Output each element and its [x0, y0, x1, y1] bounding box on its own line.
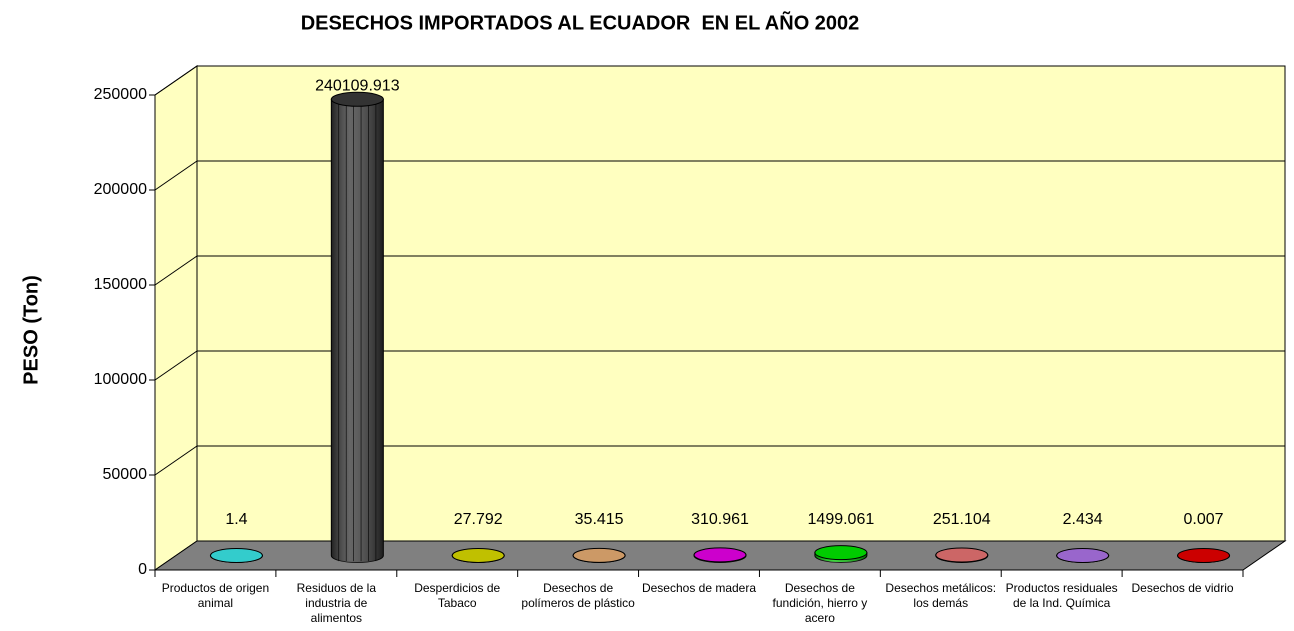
- value-label: 1499.061: [808, 511, 875, 528]
- x-tick-label: Productos residuales de la Ind. Química: [1005, 581, 1118, 610]
- x-tick-label: Desechos de vidrio: [1131, 581, 1234, 595]
- y-tick-label: 100000: [94, 371, 147, 388]
- x-tick-label: Desechos de fundición, hierro y acero: [772, 581, 868, 625]
- bar-top: [572, 547, 626, 563]
- grid-line: [154, 350, 198, 381]
- y-axis-title: PESO (Ton): [20, 275, 42, 385]
- y-tick-label: 150000: [94, 276, 147, 293]
- grid-line: [154, 160, 198, 191]
- value-label: 2.434: [1063, 511, 1103, 528]
- y-tick-label: 0: [138, 561, 147, 578]
- bar: [209, 547, 263, 563]
- y-tick-label: 200000: [94, 181, 147, 198]
- bar-top: [1177, 548, 1231, 563]
- bar-top: [814, 545, 868, 561]
- grid-line: [154, 255, 198, 286]
- value-label: 251.104: [933, 511, 991, 528]
- x-tick-label: Desperdicios de Tabaco: [414, 581, 501, 610]
- bar: [451, 547, 505, 563]
- bar: [693, 547, 747, 563]
- side-wall: [154, 65, 198, 571]
- bar-shade: [331, 99, 384, 563]
- bar: [814, 545, 868, 563]
- bar: [1056, 547, 1110, 563]
- y-tick-label: 50000: [103, 466, 148, 483]
- bar-top: [693, 547, 747, 563]
- bar: [572, 547, 626, 563]
- grid-line: [154, 445, 198, 476]
- bar-top: [451, 547, 505, 563]
- bar: [1177, 548, 1231, 563]
- y-tick-label: 250000: [94, 86, 147, 103]
- value-label: 35.415: [575, 511, 624, 528]
- x-tick-label: Desechos de madera: [641, 581, 757, 595]
- value-label: 310.961: [691, 511, 749, 528]
- value-label: 240109.913: [315, 78, 400, 95]
- x-tick-label: Productos de origen animal: [161, 581, 270, 610]
- x-tick-label: Desechos de polímeros de plástico: [521, 581, 635, 610]
- value-label: 27.792: [454, 511, 503, 528]
- bar: [330, 91, 384, 563]
- value-label: 1.4: [225, 511, 247, 528]
- bar-top: [330, 91, 384, 107]
- x-tick-label: Desechos metálicos: los demás: [885, 581, 997, 610]
- bar: [935, 547, 989, 563]
- chart-title: DESECHOS IMPORTADOS AL ECUADOR EN EL AÑO…: [301, 11, 860, 34]
- bar-top: [935, 547, 989, 563]
- value-label: 0.007: [1184, 511, 1224, 528]
- x-tick-label: Residuos de la industria de alimentos: [296, 581, 377, 625]
- grid-line: [154, 65, 198, 96]
- bar-top: [209, 547, 263, 563]
- bar-top: [1056, 547, 1110, 563]
